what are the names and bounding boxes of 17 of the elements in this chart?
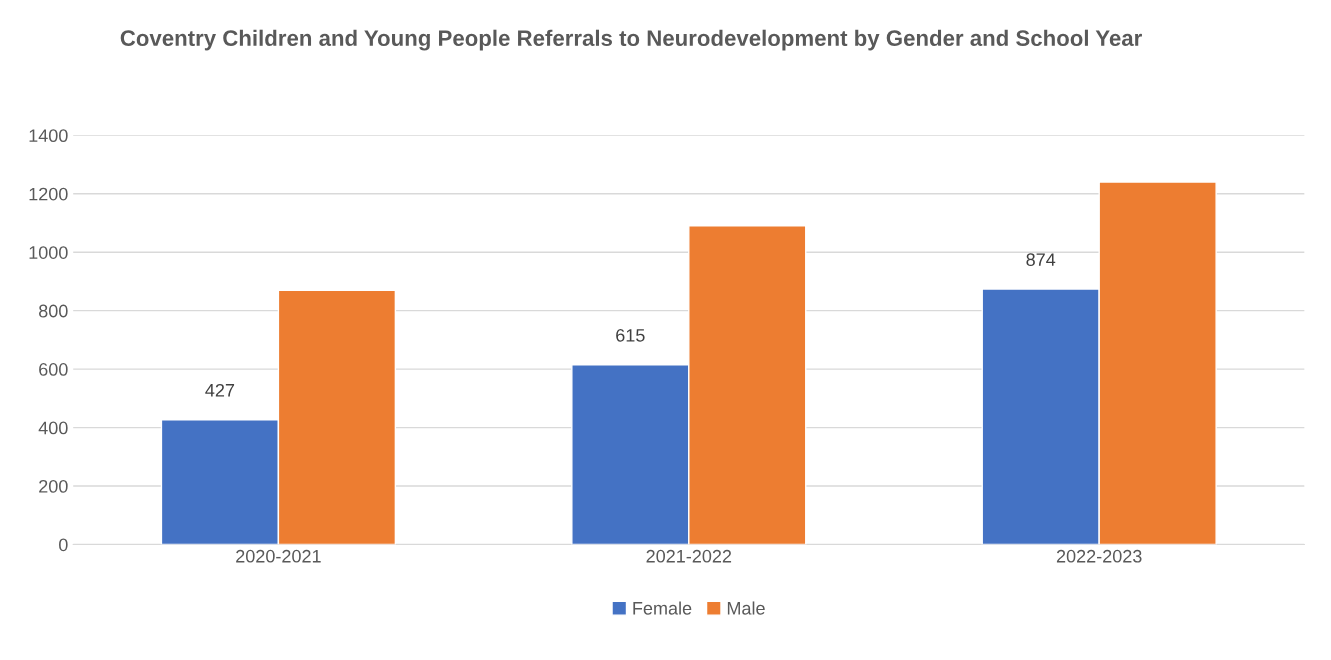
y-tick-label: 400 (38, 421, 68, 435)
data-label: 615 (616, 328, 645, 342)
data-label: 874 (1026, 253, 1056, 267)
y-tick-label: 800 (39, 304, 68, 318)
x-tick-label: 2022-2023 (1056, 549, 1142, 563)
y-tick-label: 1000 (29, 246, 68, 259)
y-tick-label: 1400 (29, 129, 68, 143)
legend-label: Male (727, 601, 765, 615)
chart-title: Coventry Children and Young People Referrals to Neurodevelopment by Gender and School Year (120, 29, 1142, 51)
legend-label: Female (633, 601, 692, 615)
x-tick-label: 2021-2022 (646, 549, 732, 563)
data-label: 427 (205, 383, 235, 397)
y-tick-label: 0 (59, 538, 68, 552)
y-tick-label: 600 (39, 363, 68, 376)
y-tick-label: 1200 (29, 187, 68, 201)
y-tick-label: 200 (39, 479, 68, 493)
x-tick-label: 2020-2021 (236, 549, 321, 563)
